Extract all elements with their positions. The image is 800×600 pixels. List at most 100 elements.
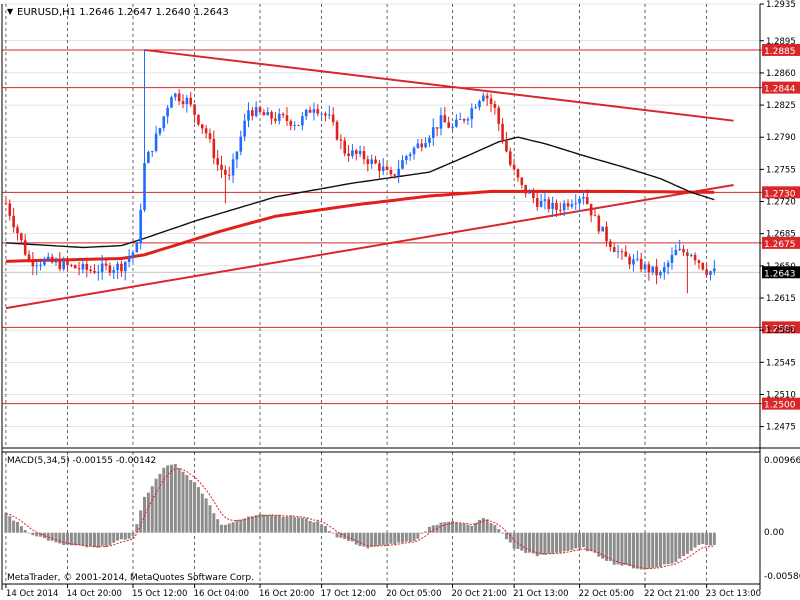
candle-body <box>147 151 150 164</box>
candle-body <box>666 262 670 268</box>
candle-body <box>651 266 655 273</box>
macd-histogram-bar <box>320 524 324 533</box>
macd-histogram-bar <box>624 532 628 565</box>
candle-body <box>470 108 474 120</box>
macd-histogram-bar <box>139 510 143 533</box>
macd-histogram-bar <box>331 532 335 534</box>
macd-histogram-bar <box>408 532 412 542</box>
macd-histogram-bar <box>639 532 643 570</box>
candle-body <box>659 272 662 276</box>
macd-histogram-bar <box>651 532 655 568</box>
macd-histogram-bar <box>404 532 408 542</box>
candle-body <box>131 252 135 258</box>
macd-histogram-bar <box>104 532 108 547</box>
copyright-text: MetaTrader, © 2001-2014, MetaQuotes Soft… <box>7 573 254 583</box>
candle-body <box>647 264 651 273</box>
macd-histogram-bar <box>566 532 570 551</box>
time-tick-label: 20 Oct 05:00 <box>386 589 441 599</box>
candle-body <box>689 254 693 256</box>
symbol-dropdown-icon[interactable]: ▼ <box>7 7 14 16</box>
level-price-label: 1.2885 <box>764 47 796 57</box>
candle-body <box>485 95 489 99</box>
candle-body <box>585 197 589 204</box>
macd-histogram-bar <box>508 532 512 543</box>
macd-histogram-bar <box>297 517 301 533</box>
macd-histogram-bar <box>285 516 289 533</box>
macd-histogram-bar <box>335 532 339 538</box>
macd-histogram-bar <box>23 530 27 533</box>
candle-body <box>266 111 270 116</box>
candle-body <box>512 164 516 170</box>
candle-body <box>120 263 123 272</box>
macd-histogram-bar <box>666 532 670 565</box>
macd-histogram-bar <box>323 525 327 533</box>
macd-histogram-bar <box>69 532 73 546</box>
macd-histogram-bar <box>554 532 558 553</box>
candles <box>4 49 716 294</box>
price-tick-label: 1.2790 <box>766 133 796 143</box>
macd-histogram-bar <box>470 525 474 533</box>
candle-body <box>474 107 477 109</box>
candle-body <box>670 255 674 263</box>
macd-histogram-bar <box>200 493 204 533</box>
candle-body <box>366 159 370 164</box>
candle-body <box>443 115 447 123</box>
candle-body <box>285 115 289 121</box>
macd-histogram-bar <box>254 515 258 533</box>
candle-body <box>254 107 258 117</box>
candle-body <box>154 133 158 152</box>
macd-histogram-bar <box>39 532 43 537</box>
candle-body <box>104 263 108 266</box>
candle-body <box>354 150 358 154</box>
candle-body <box>543 199 547 201</box>
candle-body <box>97 271 100 273</box>
candle-body <box>478 100 481 108</box>
ma-fast-line <box>5 136 715 249</box>
macd-histogram-bar <box>77 532 81 546</box>
macd-histogram-bar <box>574 532 578 549</box>
macd-histogram-bar <box>705 532 709 546</box>
macd-histogram-bar <box>146 492 150 533</box>
candle-body <box>351 150 354 157</box>
ma-slow-line <box>5 189 715 263</box>
macd-histogram-bar <box>4 513 8 533</box>
macd-histogram-bar <box>108 532 112 546</box>
macd-histogram-bar <box>631 532 635 569</box>
macd-histogram-bar <box>27 532 31 534</box>
trendline-lower <box>5 184 734 310</box>
macd-histogram-bar <box>293 517 297 533</box>
candle-body <box>462 119 466 121</box>
candle-body <box>632 259 635 265</box>
macd-histogram-bar <box>439 522 443 533</box>
candle-body <box>347 153 350 157</box>
macd-histogram-bar <box>42 532 46 539</box>
candle-body <box>420 143 424 148</box>
candle-body <box>601 226 604 232</box>
macd-histogram-bar <box>350 532 354 542</box>
macd-histogram-bar <box>235 520 239 533</box>
level-price-box <box>762 43 800 56</box>
macd-histogram-bar <box>308 520 312 533</box>
macd-histogram-bar <box>612 532 616 565</box>
macd-histogram-bar <box>185 475 189 533</box>
candle-body <box>682 248 685 253</box>
macd-histogram-bar <box>443 522 447 533</box>
candle-body <box>370 159 373 164</box>
macd-histogram-bar <box>289 515 293 533</box>
macd-histogram-bar <box>454 522 458 533</box>
macd-histogram-bar <box>300 517 304 533</box>
candle-body <box>328 114 331 116</box>
candle-body <box>547 199 551 209</box>
macd-histogram-bar <box>316 521 320 533</box>
macd-histogram-bar <box>385 532 389 546</box>
candle-body <box>520 177 524 185</box>
macd-histogram-bar <box>250 516 254 533</box>
macd-histogram-bar <box>635 532 639 569</box>
macd-histogram-bar <box>312 522 316 533</box>
candle-body <box>551 202 554 209</box>
macd-histogram-bar <box>531 532 535 554</box>
moving-averages <box>5 136 715 263</box>
candle-body <box>224 169 227 175</box>
